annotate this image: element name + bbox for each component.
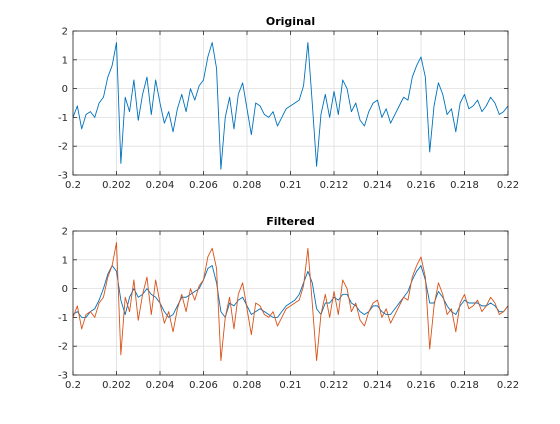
- x-tick-label: 0.22: [497, 180, 519, 191]
- x-tick-label: 0.202: [102, 180, 131, 191]
- x-tick-label: 0.206: [189, 380, 218, 391]
- chart-title: Original: [266, 15, 315, 28]
- series-line-1: [72, 42, 509, 170]
- x-tick-label: 0.208: [233, 380, 262, 391]
- x-tick-label: 0.214: [363, 380, 392, 391]
- x-tick-label: 0.22: [497, 380, 519, 391]
- y-tick-label: -1: [58, 113, 68, 124]
- y-tick-label: -1: [58, 313, 68, 324]
- x-tick-label: 0.204: [146, 380, 175, 391]
- y-tick-label: 1: [62, 55, 68, 66]
- x-tick-label: 0.2: [65, 380, 81, 391]
- x-tick-label: 0.216: [407, 180, 436, 191]
- y-tick-label: -2: [58, 142, 68, 153]
- y-tick-label: 0: [62, 284, 68, 295]
- x-tick-label: 0.202: [102, 380, 131, 391]
- subplot-2: 0.2 0.202 0.204 0.206 0.208 0.21 0.212 0.214 0.2…: [58, 215, 519, 391]
- x-tick-label: 0.208: [233, 180, 262, 191]
- x-tick-label: 0.218: [450, 380, 479, 391]
- x-tick-label: 0.206: [189, 180, 218, 191]
- x-tick-label: 0.2: [65, 180, 81, 191]
- x-tick-label: 0.204: [146, 180, 175, 191]
- y-tick-label: 2: [62, 27, 68, 38]
- subplot-1: 0.2 0.202 0.204 0.206 0.208 0.21 0.212 0.214 0.2…: [58, 15, 519, 191]
- y-tick-label: -2: [58, 342, 68, 353]
- y-tick-label: -3: [58, 171, 68, 182]
- x-tick-label: 0.21: [279, 380, 301, 391]
- x-tick-label: 0.21: [279, 180, 301, 191]
- y-tick-label: -3: [58, 371, 68, 382]
- x-tick-label: 0.216: [407, 380, 436, 391]
- x-tick-label: 0.214: [363, 180, 392, 191]
- x-tick-label: 0.212: [320, 380, 349, 391]
- y-tick-label: 0: [62, 84, 68, 95]
- x-tick-label: 0.212: [320, 180, 349, 191]
- series-line-2: [72, 242, 509, 362]
- y-tick-label: 2: [62, 227, 68, 238]
- y-tick-label: 1: [62, 255, 68, 266]
- x-tick-label: 0.218: [450, 180, 479, 191]
- chart-title: Filtered: [266, 215, 315, 228]
